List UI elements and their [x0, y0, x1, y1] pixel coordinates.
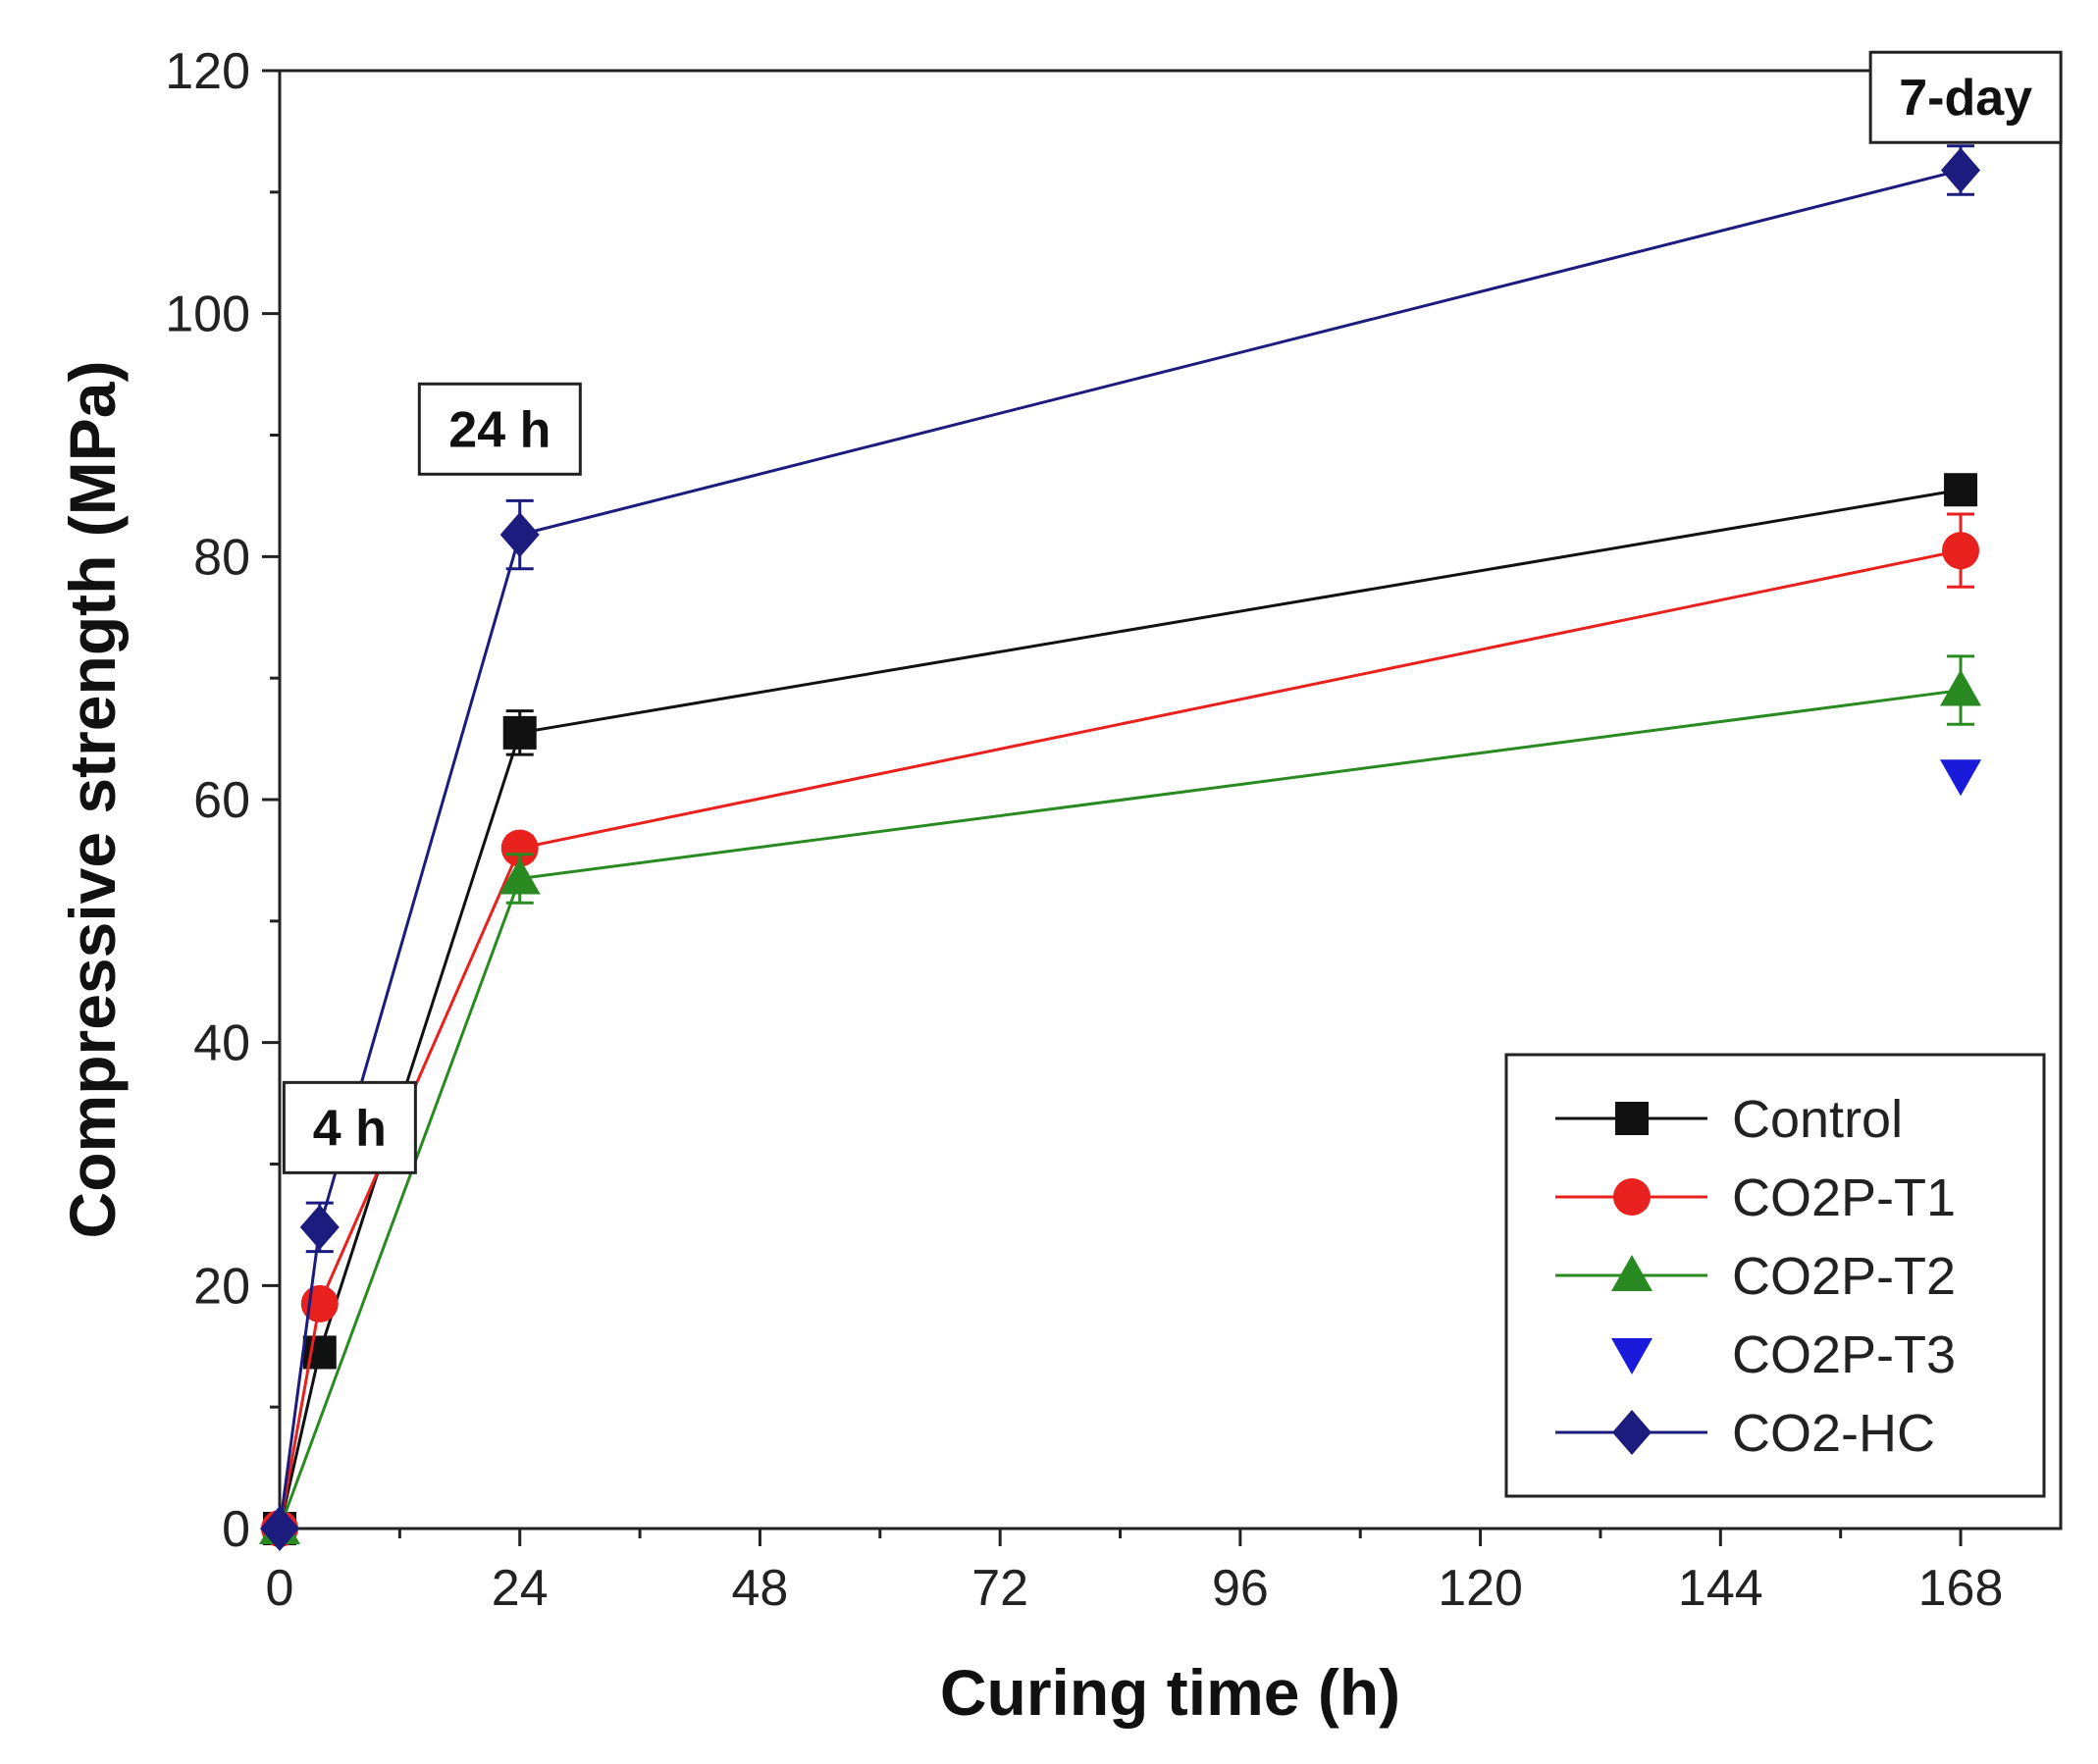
legend-label: Control [1732, 1090, 1903, 1149]
series-line-co2-hc [278, 169, 1962, 1530]
y-axis-title: Compressive strength (MPa) [56, 361, 129, 1239]
legend-marker [1615, 1102, 1649, 1135]
annotation-box [1868, 50, 2063, 144]
legend-item-co2p-t3: CO2P-T3 [1611, 1325, 1956, 1384]
data-point-co2-hc [499, 512, 540, 558]
data-point-control [502, 715, 537, 750]
axes: 0 20 40 60 80 100 120 0 24 48 72 96 120 144 168 [165, 43, 2063, 1617]
x-tick-label: 96 [1212, 1560, 1269, 1617]
data-point-co2-hc [299, 1204, 340, 1250]
data-point-co2p-t1 [1942, 532, 1980, 570]
x-tick-label: 144 [1678, 1560, 1763, 1617]
y-tick-label: 120 [165, 43, 250, 100]
x-tick-label: 0 [266, 1560, 294, 1617]
y-tick-label: 80 [193, 529, 250, 586]
y-tick-label: 20 [193, 1258, 250, 1315]
y-tick-label: 100 [165, 286, 250, 343]
annotation-label: 4 h [313, 1100, 387, 1157]
x-tick-label: 72 [971, 1560, 1028, 1617]
legend-marker [1611, 1255, 1652, 1291]
legend-item-co2p-t2: CO2P-T2 [1555, 1247, 1956, 1306]
x-tick-label: 24 [492, 1560, 549, 1617]
x-axis-title: Curing time (h) [940, 1656, 1400, 1729]
series-co2p-t3 [1940, 759, 1982, 797]
legend-item-co2-hc: CO2-HC [1555, 1404, 1935, 1463]
legend-item-co2p-t1: CO2P-T1 [1555, 1168, 1956, 1227]
legend-label: CO2P-T1 [1732, 1168, 1956, 1227]
data-point-co2p-t2 [498, 857, 541, 895]
series-line-control [278, 488, 1962, 1530]
x-tick-label: 120 [1438, 1560, 1523, 1617]
y-tick-label: 0 [222, 1501, 250, 1558]
annotation-label: 24 h [448, 401, 551, 458]
annotation-label: 7-day [1899, 70, 2032, 127]
series-co2-hc [260, 144, 1981, 1551]
legend-label: CO2P-T2 [1732, 1247, 1956, 1306]
data-point-control [1944, 473, 1978, 507]
data-point-co2p-t3 [1940, 759, 1982, 797]
y-tick-label: 40 [193, 1015, 250, 1072]
legend-marker [1612, 1410, 1652, 1455]
data-point-co2-hc [1941, 147, 1981, 193]
legend-marker [1613, 1178, 1651, 1216]
legend-label: CO2P-T3 [1732, 1325, 1956, 1384]
series-layer [259, 144, 1982, 1551]
legend: Control CO2P-T1 CO2P-T2 CO2P-T3 CO2-HC [1504, 1053, 2046, 1498]
annotation-box [417, 382, 582, 476]
y-tick-label: 60 [193, 772, 250, 829]
legend-item-control: Control [1555, 1090, 1903, 1149]
annotations: 4 h 24 h 7-day [282, 50, 2063, 1174]
legend-marker [1611, 1338, 1652, 1375]
data-point-co2-hc [260, 1506, 299, 1551]
series-line-co2p-t1 [278, 548, 1962, 1530]
legend-label: CO2-HC [1732, 1404, 1935, 1463]
x-tick-label: 168 [1918, 1560, 2004, 1617]
annotation-box [282, 1080, 417, 1174]
x-tick-label: 48 [732, 1560, 789, 1617]
data-point-co2p-t2 [1940, 669, 1982, 706]
data-point-co2p-t1 [500, 829, 539, 867]
